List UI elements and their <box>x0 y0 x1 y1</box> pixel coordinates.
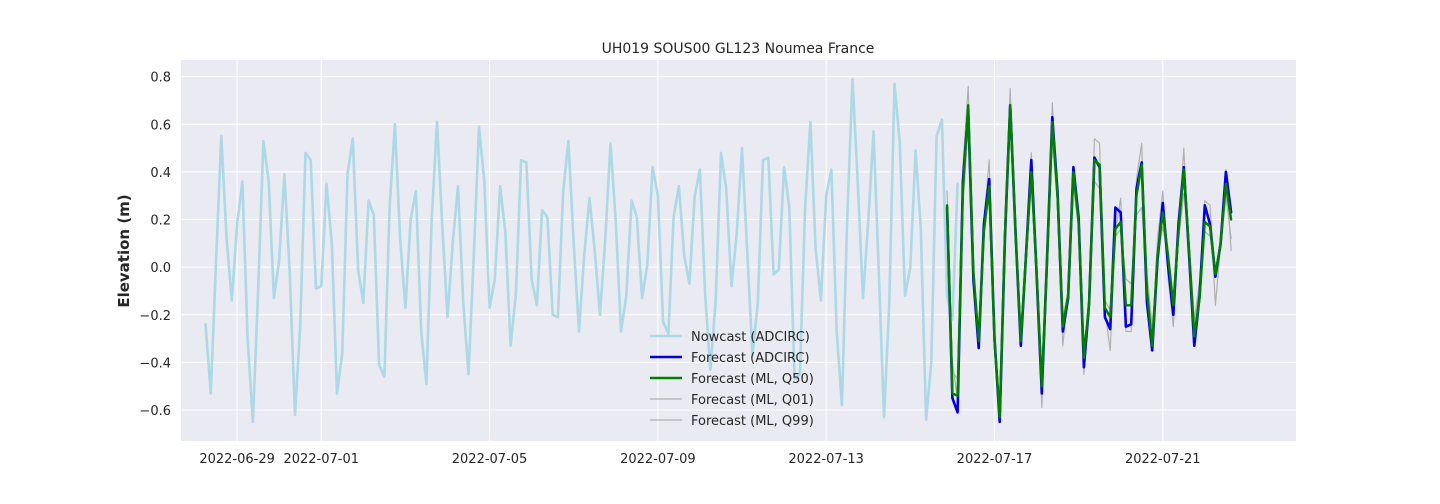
x-tick-label: 2022-07-01 <box>283 452 359 467</box>
series-layer <box>204 77 1233 424</box>
y-tick-label: −0.2 <box>139 309 171 324</box>
series-line-3 <box>945 103 1233 419</box>
x-tick-label: 2022-07-05 <box>452 452 528 467</box>
y-tick-label: −0.6 <box>139 404 171 419</box>
y-tick-label: 0.6 <box>150 118 171 133</box>
y-tick-label: 0.2 <box>150 214 171 229</box>
chart-title: UH019 SOUS00 GL123 Noumea France <box>602 41 875 57</box>
legend: Nowcast (ADCIRC) Forecast (ADCIRC) Forecas… <box>650 330 814 429</box>
x-tick-label: 2022-07-21 <box>1125 452 1201 467</box>
y-tick-label: −0.4 <box>139 356 171 371</box>
x-tick-labels: 2022-06-29 2022-07-01 2022-07-05 2022-07-09… <box>199 452 1200 467</box>
series-line-1 <box>204 77 959 424</box>
y-tick-label: 0.8 <box>150 71 171 86</box>
legend-label: Forecast (ADCIRC) <box>691 351 810 366</box>
legend-label: Forecast (ML, Q50) <box>691 372 814 387</box>
legend-label: Forecast (ML, Q99) <box>691 414 814 429</box>
x-tick-label: 2022-06-29 <box>199 452 275 467</box>
x-tick-label: 2022-07-17 <box>957 452 1033 467</box>
x-tick-label: 2022-07-13 <box>788 452 864 467</box>
legend-label: Forecast (ML, Q01) <box>691 393 814 408</box>
y-tick-labels: −0.6 −0.4 −0.2 0.0 0.2 0.4 0.6 0.8 <box>139 71 171 419</box>
x-tick-label: 2022-07-09 <box>620 452 696 467</box>
legend-label: Nowcast (ADCIRC) <box>691 330 810 345</box>
y-tick-label: 0.4 <box>150 166 171 181</box>
y-axis-label: Elevation (m) <box>115 194 133 307</box>
y-tick-label: 0.0 <box>150 261 171 276</box>
